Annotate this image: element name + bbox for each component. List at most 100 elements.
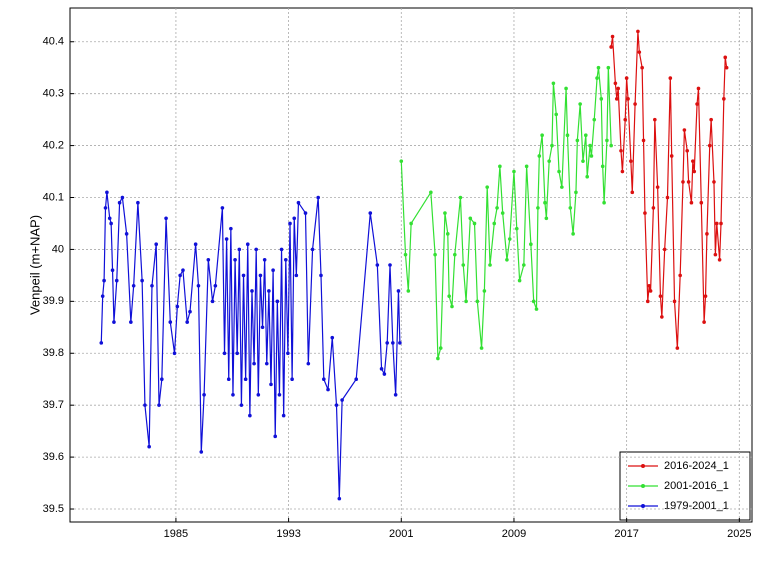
data-point <box>668 76 673 80</box>
data-point <box>188 309 192 314</box>
data-point <box>202 392 206 397</box>
data-point <box>222 351 227 356</box>
data-point <box>595 76 599 80</box>
data-point <box>262 258 267 262</box>
data-point <box>529 242 533 247</box>
data-point <box>447 294 451 298</box>
data-point <box>536 206 540 210</box>
data-point <box>168 320 173 324</box>
data-point <box>102 278 106 283</box>
data-point <box>385 341 389 345</box>
data-point <box>131 283 136 288</box>
data-point <box>206 258 211 262</box>
data-point <box>450 304 454 309</box>
data-point <box>458 195 463 200</box>
data-point <box>388 263 392 267</box>
data-point <box>505 258 509 262</box>
data-point <box>610 34 615 39</box>
data-point <box>310 247 315 252</box>
data-point <box>150 283 154 288</box>
data-point <box>540 133 544 138</box>
data-point <box>292 216 297 221</box>
data-point <box>709 117 713 122</box>
data-point <box>436 356 440 361</box>
data-point <box>712 180 716 184</box>
data-point <box>565 133 570 138</box>
data-point <box>560 185 564 189</box>
data-point <box>554 112 559 117</box>
x-tick-label: 1985 <box>164 528 188 540</box>
data-point <box>235 351 239 356</box>
data-point <box>354 377 359 382</box>
data-point <box>648 289 653 293</box>
data-point <box>658 294 663 298</box>
data-point <box>534 307 539 311</box>
data-point <box>237 247 242 252</box>
data-point <box>707 143 712 148</box>
data-point <box>662 247 667 252</box>
data-point <box>568 206 573 210</box>
data-point <box>279 247 284 252</box>
data-point <box>296 200 301 205</box>
series-line <box>610 31 728 349</box>
data-point <box>110 268 115 272</box>
data-point <box>629 159 633 163</box>
x-tick-label: 1993 <box>276 528 300 540</box>
data-point <box>271 268 275 272</box>
data-point <box>485 185 490 189</box>
data-point <box>213 283 218 288</box>
data-point <box>544 216 549 221</box>
data-point <box>403 252 408 257</box>
data-point <box>275 299 280 304</box>
data-point <box>379 367 384 371</box>
data-point <box>507 237 512 241</box>
data-point <box>117 200 122 205</box>
data-point <box>393 392 398 397</box>
data-point <box>136 200 140 205</box>
data-point <box>512 169 516 174</box>
data-point <box>492 221 497 226</box>
data-point <box>589 154 594 158</box>
data-point <box>231 392 235 397</box>
data-point <box>147 444 151 449</box>
data-point <box>669 154 674 158</box>
data-point <box>714 221 719 226</box>
data-point <box>723 55 728 60</box>
data-point <box>647 283 651 288</box>
data-point <box>495 206 499 210</box>
legend-label: 2016-2024_1 <box>664 460 729 472</box>
y-tick-label: 39.8 <box>43 347 64 359</box>
data-point <box>140 278 144 283</box>
data-point <box>143 403 147 407</box>
plot-frame <box>69 7 753 523</box>
data-point <box>699 200 704 205</box>
data-point <box>564 86 568 91</box>
data-point <box>319 273 323 278</box>
data-point <box>522 263 526 267</box>
data-point <box>330 335 335 340</box>
data-point <box>193 242 198 247</box>
data-point <box>588 143 592 148</box>
data-point <box>722 97 726 101</box>
data-point <box>581 159 585 163</box>
data-point <box>277 392 282 397</box>
data-point <box>551 81 556 86</box>
data-point <box>154 242 159 247</box>
data-point <box>220 206 225 210</box>
data-point <box>229 226 233 231</box>
data-point <box>239 403 244 407</box>
data-point <box>468 216 473 221</box>
data-point <box>524 164 529 169</box>
data-point <box>252 361 256 366</box>
data-point <box>630 190 635 195</box>
y-axis-label: Venpeil (m+NAP) <box>27 215 42 315</box>
data-point <box>660 315 664 319</box>
data-point <box>692 169 697 174</box>
data-point <box>334 403 339 407</box>
data-point <box>602 200 606 205</box>
data-point <box>724 65 729 70</box>
x-tick-label: 2025 <box>727 528 751 540</box>
data-point <box>368 211 373 215</box>
